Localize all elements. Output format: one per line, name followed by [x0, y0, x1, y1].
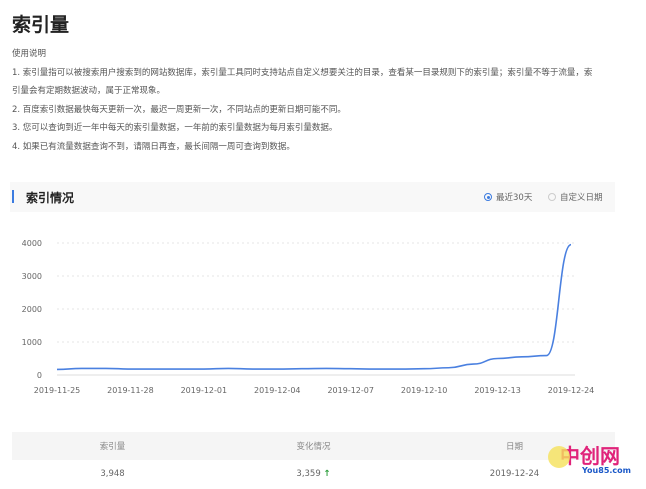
header-date: 日期 — [505, 442, 523, 452]
help-line: 引量会有定期数据波动，属于正常现象。 — [12, 86, 166, 96]
accent-bar — [12, 190, 14, 203]
y-tick-label: 3000 — [22, 272, 42, 281]
x-tick-label: 2019-11-25 — [34, 386, 81, 395]
arrow-up-icon: ↑ — [323, 469, 331, 479]
help-line: 4. 如果已有流量数据查询不到，请隔日再查，最长间隔一周可查询到数据。 — [12, 141, 295, 152]
x-tick-label: 2019-12-10 — [401, 386, 448, 395]
radio-checked-icon — [484, 193, 492, 201]
section-title: 索引情况 — [26, 191, 75, 205]
index-table: 索引量 变化情况 日期 3,948 3,359 ↑ 2019-12-24 — [12, 432, 615, 488]
help-line: 2. 百度索引数据最快每天更新一次，最迟一周更新一次，不同站点的更新日期可能不同… — [12, 104, 346, 115]
table-header-row: 索引量 变化情况 日期 — [12, 432, 615, 460]
radio-label: 自定义日期 — [560, 193, 603, 203]
radio-unchecked-icon — [548, 193, 556, 201]
help-heading: 使用说明 — [12, 49, 47, 59]
page-title: 索引量 — [12, 14, 70, 36]
cell-date: 2019-12-24 — [489, 469, 540, 479]
section-header: 索引情况 最近30天 自定义日期 — [10, 182, 615, 212]
change-value: 3,359 — [296, 469, 321, 479]
radio-custom-date[interactable]: 自定义日期 — [548, 191, 603, 203]
help-line: 3. 您可以查询到近一年中每天的索引量数据，一年前的索引量数据为每月索引量数据。 — [12, 123, 338, 133]
y-tick-label: 0 — [37, 371, 42, 380]
header-change: 变化情况 — [296, 442, 331, 452]
x-tick-label: 2019-12-01 — [181, 386, 228, 395]
x-tick-label: 2019-11-28 — [107, 386, 154, 395]
watermark-logo: 中创网 You85.com — [548, 440, 631, 475]
cell-change: 3,359 ↑ — [213, 469, 414, 479]
y-tick-label: 4000 — [22, 239, 42, 248]
index-line-chart: 0 1000 2000 3000 4000 2019-11-25 2019-11-28 201… — [22, 239, 595, 395]
y-tick-label: 1000 — [22, 338, 42, 347]
radio-label: 最近30天 — [496, 193, 533, 203]
x-tick-label: 2019-12-04 — [254, 386, 301, 395]
header-count: 索引量 — [99, 442, 126, 452]
y-tick-label: 2000 — [22, 305, 42, 314]
x-tick-label: 2019-12-07 — [327, 386, 374, 395]
help-line: 1. 索引量指可以被搜索用户搜索到的网站数据库，索引量工具同时支持站点自定义想要… — [12, 67, 593, 78]
series-line — [56, 243, 572, 371]
help-text: 使用说明 1. 索引量指可以被搜索用户搜索到的网站数据库，索引量工具同时支持站点… — [12, 45, 622, 156]
x-tick-label: 2019-12-13 — [474, 386, 521, 395]
radio-last-30-days[interactable]: 最近30天 — [484, 191, 532, 203]
table-row: 3,948 3,359 ↑ 2019-12-24 — [12, 460, 615, 488]
x-tick-label: 2019-12-24 — [548, 386, 595, 395]
cell-count: 3,948 — [100, 469, 125, 479]
